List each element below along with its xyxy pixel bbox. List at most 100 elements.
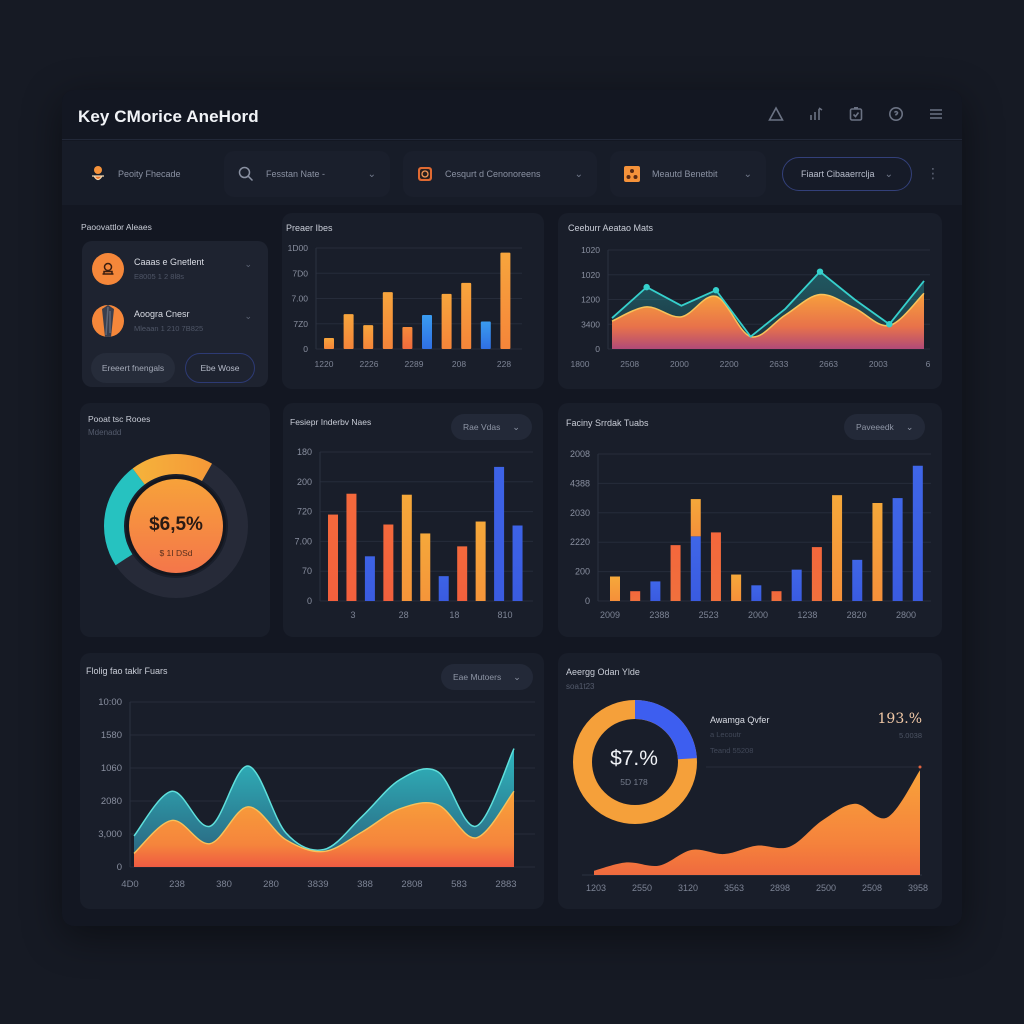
svg-text:2800: 2800 [896, 610, 916, 620]
donut-left-title: Pooat tsc Rooes [88, 414, 151, 424]
recommended-secondary-button[interactable]: Ebe Wose [185, 353, 255, 383]
recommended-panel: Paoovattlor Aleaes [70, 213, 278, 391]
svg-text:4D0: 4D0 [121, 879, 138, 890]
svg-text:380: 380 [216, 879, 232, 890]
svg-text:28: 28 [399, 610, 409, 620]
bar-chart-top: 1D00 7D0 7.00 7Z0 0 1220 2226 2289 208 228 [288, 243, 522, 369]
svg-text:280: 280 [263, 879, 279, 890]
svg-text:1238: 1238 [797, 610, 817, 620]
svg-text:2883: 2883 [495, 879, 516, 890]
svg-text:2663: 2663 [819, 359, 838, 369]
bar-chart-mid: 180 200 720 7.00 70 0 3 28 18 810 [294, 447, 533, 620]
bar-chart-mid-card: Fesiepr Inderbv Naes Rae Vdas ⌄ 180 200 72… [283, 403, 543, 637]
svg-text:70: 70 [302, 566, 312, 576]
aov-charts: 1203 2550 3120 3563 2898 2500 2508 3958 [573, 700, 928, 893]
recommended-item-name: Caaas e Gnetlent [134, 257, 205, 267]
filter-user[interactable]: Peoity Fhecade [76, 151, 216, 197]
area-chart-bottom-title: Flolig fao taklr Fuars [86, 666, 168, 676]
filter-search[interactable]: Fesstan Nate - ⌄ [224, 151, 390, 197]
svg-text:10:00: 10:00 [98, 697, 122, 708]
chevron-down-icon: ⌄ [743, 168, 752, 180]
svg-text:200: 200 [297, 477, 312, 487]
recommended-list: Caaas e Gnetlent E8005 1 2 8l8s ⌄ Aoogra… [82, 241, 268, 387]
recommended-item[interactable]: Caaas e Gnetlent E8005 1 2 8l8s ⌄ [92, 251, 258, 291]
svg-text:7D0: 7D0 [292, 268, 308, 278]
svg-text:388: 388 [357, 879, 373, 890]
svg-text:2388: 2388 [649, 610, 669, 620]
svg-text:810: 810 [497, 610, 512, 620]
help-circle-icon[interactable] [886, 104, 906, 124]
donut-left-subtitle: Mdenadd [88, 428, 122, 437]
svg-text:4388: 4388 [570, 478, 590, 488]
svg-text:1020: 1020 [581, 270, 600, 280]
header-icon-group [766, 104, 946, 124]
donut-chart-left [104, 454, 248, 598]
bar-chart-top-title: Preaer Ibes [286, 223, 333, 233]
svg-text:2898: 2898 [770, 883, 790, 893]
svg-text:2289: 2289 [405, 359, 424, 369]
svg-text:3400: 3400 [581, 319, 600, 329]
alert-triangle-icon[interactable] [766, 104, 786, 124]
svg-text:2508: 2508 [620, 359, 639, 369]
svg-text:1220: 1220 [315, 359, 334, 369]
area-chart-bottom-dropdown[interactable]: Eae Mutoers ⌄ [441, 664, 533, 690]
aov-metric-subvalue: 5.0038 [899, 731, 922, 740]
donut-left-value: $6,5% [149, 514, 203, 535]
share-icon [624, 166, 640, 182]
bar-chart-top-card: Preaer Ibes 1D00 7D0 7.00 7Z0 0 1220 2226 2289 2… [282, 213, 544, 389]
svg-text:2508: 2508 [862, 883, 882, 893]
svg-text:1800: 1800 [571, 359, 590, 369]
svg-text:6: 6 [926, 359, 931, 369]
aov-donut-subvalue: 5D 178 [620, 777, 648, 787]
svg-text:3563: 3563 [724, 883, 744, 893]
filter-user-label: Peoity Fhecade [118, 169, 181, 179]
svg-text:720: 720 [297, 507, 312, 517]
chevron-down-icon: ⌄ [884, 168, 893, 180]
filter-primary-dropdown[interactable]: Fiaart Cibaaerrclja ⌄ [782, 157, 912, 191]
svg-text:3839: 3839 [307, 879, 328, 890]
svg-text:2220: 2220 [570, 537, 590, 547]
chevron-down-icon: ⌄ [244, 259, 252, 269]
line-chart-top-title: Ceeburr Aeatao Mats [568, 223, 654, 233]
svg-text:2550: 2550 [632, 883, 652, 893]
recommended-item[interactable]: Aoogra Cnesr Mleaan 1 210 7B825 ⌄ [92, 303, 258, 343]
svg-text:208: 208 [452, 359, 466, 369]
svg-text:2808: 2808 [401, 879, 422, 890]
bar-chart-mid-dropdown[interactable]: Rae Vdas ⌄ [451, 414, 532, 440]
aov-metric-label: Awamga Qvfer [710, 715, 770, 725]
line-chart-top-card: Ceeburr Aeatao Mats 1020 1020 1200 3400 0 180… [558, 213, 942, 389]
svg-text:1D00: 1D00 [288, 243, 309, 253]
chevron-down-icon: ⌄ [905, 421, 914, 432]
svg-text:2000: 2000 [670, 359, 689, 369]
filter-metric-label: Meautd Benetbit [652, 169, 718, 179]
svg-text:3: 3 [350, 610, 355, 620]
svg-text:2009: 2009 [600, 610, 620, 620]
svg-text:2226: 2226 [360, 359, 379, 369]
svg-text:228: 228 [497, 359, 511, 369]
chevron-down-icon: ⌄ [513, 671, 521, 682]
recommended-primary-button[interactable]: Ereeert fnengals [91, 353, 175, 383]
bar-chart-right-dropdown[interactable]: Paveeedk ⌄ [844, 414, 926, 440]
recommended-title: Paoovattlor Aleaes [81, 222, 152, 232]
filter-metric[interactable]: Meautd Benetbit ⌄ [610, 151, 766, 197]
recommended-item-name: Aoogra Cnesr [134, 309, 190, 319]
clipboard-check-icon[interactable] [846, 104, 866, 124]
chevron-down-icon: ⌄ [574, 168, 583, 180]
svg-text:7Z0: 7Z0 [293, 319, 308, 329]
recommended-item-meta: Mleaan 1 210 7B825 [134, 324, 204, 333]
svg-text:2820: 2820 [847, 610, 867, 620]
filter-search-label: Fesstan Nate - [266, 169, 326, 179]
search-icon [238, 166, 254, 182]
avatar [92, 253, 124, 285]
svg-text:0: 0 [117, 862, 122, 873]
donut-left-card: Pooat tsc Rooes Mdenadd $6,5% $ 1I DSd [80, 403, 270, 637]
more-options-icon[interactable]: ⋮ [926, 165, 940, 181]
line-chart-top: 1020 1020 1200 3400 0 1800 2508 2000 2200 2633 266… [571, 245, 931, 369]
svg-text:2500: 2500 [816, 883, 836, 893]
svg-text:2008: 2008 [570, 449, 590, 459]
aov-metric-value: 193.% [877, 711, 922, 727]
chart-bars-icon[interactable] [806, 104, 826, 124]
filter-category[interactable]: Cesqurt d Cenonoreens ⌄ [403, 151, 597, 197]
menu-icon[interactable] [926, 104, 946, 124]
